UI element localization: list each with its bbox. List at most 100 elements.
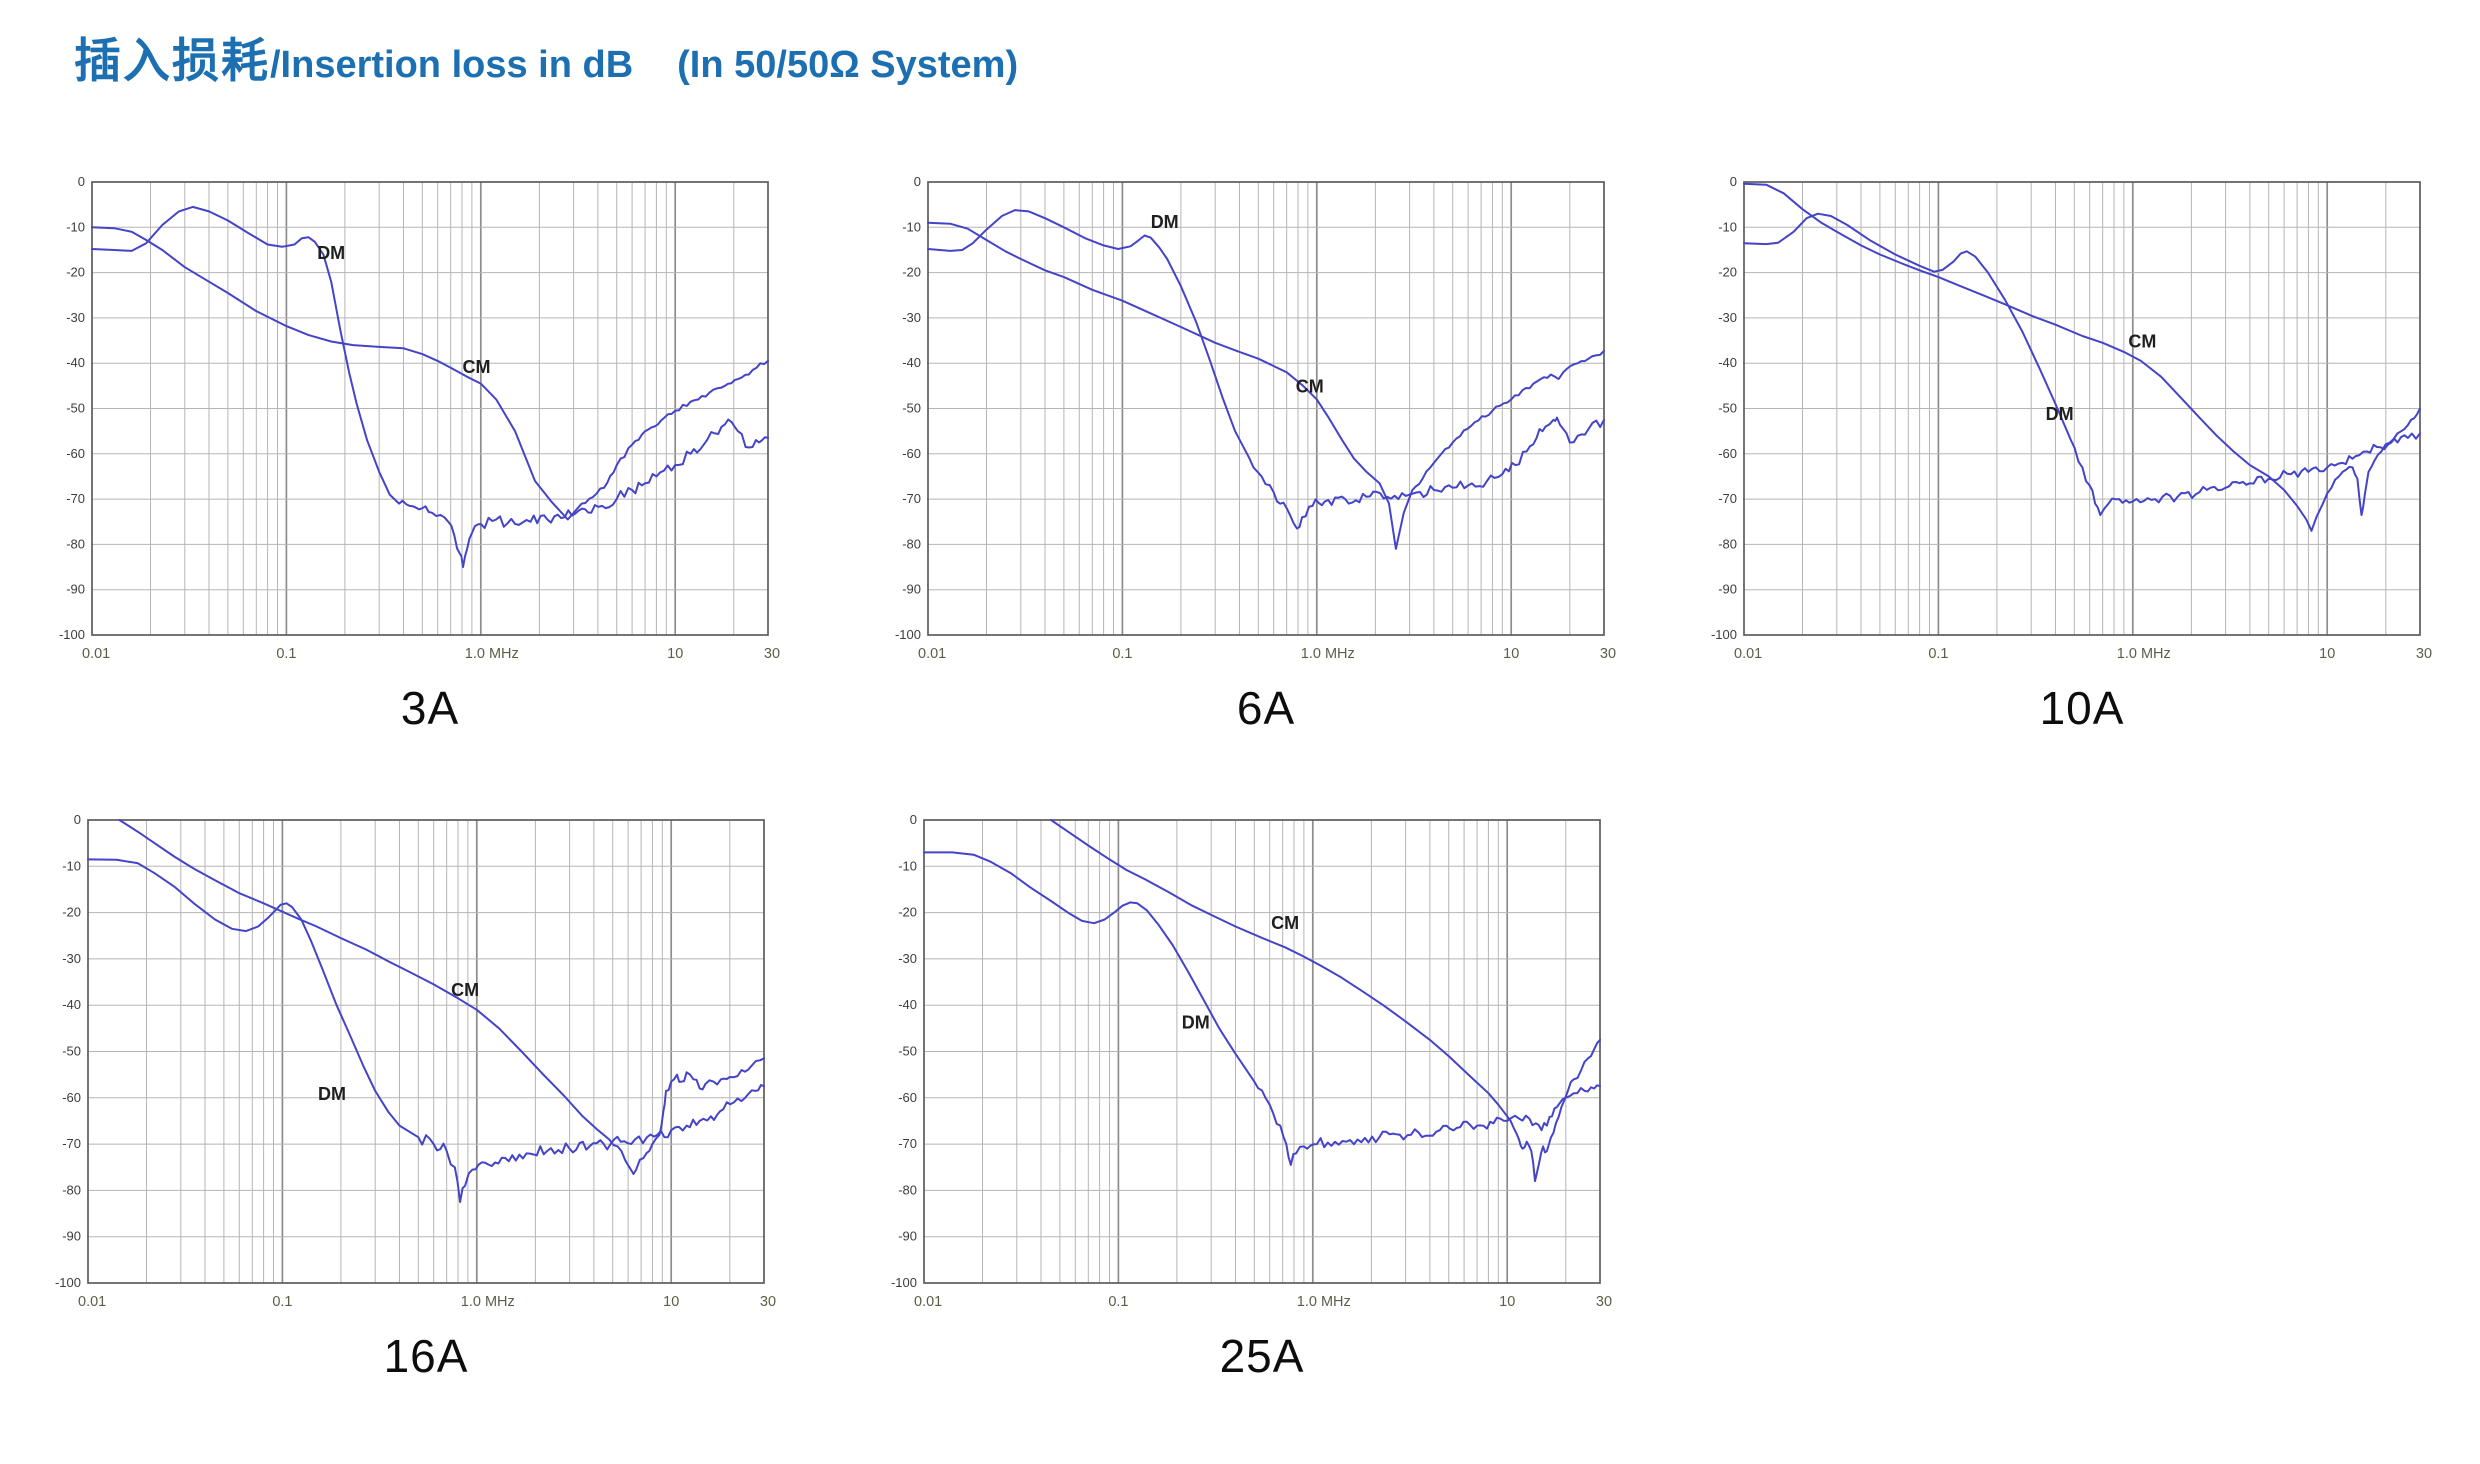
series-label-dm: DM	[318, 1084, 346, 1104]
series-label-dm: DM	[1151, 212, 1179, 232]
y-tick-label: -60	[62, 1090, 81, 1105]
y-tick-label: -10	[902, 219, 921, 234]
y-tick-label: -100	[55, 1275, 81, 1290]
y-tick-label: -10	[1718, 219, 1737, 234]
y-tick-label: -100	[891, 1275, 917, 1290]
series-label-cm: CM	[1296, 377, 1324, 397]
y-tick-label: -80	[66, 536, 85, 551]
y-tick-label: -90	[898, 1229, 917, 1244]
series-cm-curve	[927, 221, 1605, 550]
y-tick-label: 0	[78, 174, 85, 189]
y-tick-label: -90	[62, 1229, 81, 1244]
chart-25a: 0 -10 -20 -30 -40 -50 -60 -70 -80 -90 -100 0.01 0.1 1…	[862, 806, 1636, 1383]
y-tick-label: -20	[1718, 265, 1737, 280]
y-tick-label: -50	[62, 1044, 81, 1059]
x-tick-label: 30	[1596, 1294, 1612, 1310]
x-tick-label: 0.01	[1734, 646, 1762, 662]
x-tick-label: 0.1	[1112, 646, 1132, 662]
x-tick-label: 30	[2416, 646, 2432, 662]
plot-border	[91, 181, 769, 636]
x-tick-label: 1.0 MHz	[465, 646, 519, 662]
y-tick-label: -80	[1718, 536, 1737, 551]
y-tick-label: -10	[62, 858, 81, 873]
plot-border	[87, 819, 765, 1284]
y-tick-label: -40	[902, 355, 921, 370]
y-tick-label: -70	[1718, 491, 1737, 506]
chart-title-3a: 3A	[400, 682, 460, 734]
x-tick-label: 1.0 MHz	[1301, 646, 1355, 662]
x-tick-label: 10	[1499, 1294, 1515, 1310]
y-tick-label: -70	[62, 1136, 81, 1151]
chart-16a: 0 -10 -20 -30 -40 -50 -60 -70 -80 -90 -100 0.01 0.1 1…	[26, 806, 800, 1383]
y-tick-label: -100	[59, 627, 85, 642]
y-tick-label: -30	[898, 951, 917, 966]
y-tick-label: -10	[898, 858, 917, 873]
x-tick-label: 0.1	[1928, 646, 1948, 662]
y-tick-label: 0	[1730, 174, 1737, 189]
page-title-english: /Insertion loss in dB	[270, 44, 634, 86]
x-tick-label: 1.0 MHz	[1297, 1294, 1351, 1310]
y-tick-label: -20	[66, 265, 85, 280]
chart-canvas-3a: 0 -10 -20 -30 -40 -50 -60 -70 -80 -90 -100 0.01 0.1 1…	[59, 174, 780, 662]
x-tick-label: 0.1	[276, 646, 296, 662]
y-tick-label: 0	[74, 812, 81, 827]
x-tick-label: 30	[764, 646, 780, 662]
series-dm-curve	[927, 209, 1605, 530]
x-tick-label: 10	[2319, 646, 2335, 662]
y-tick-label: -50	[1718, 401, 1737, 416]
y-tick-label: -30	[66, 310, 85, 325]
x-tick-label: 1.0 MHz	[2117, 646, 2171, 662]
y-tick-label: -60	[898, 1090, 917, 1105]
chart-10a: 0 -10 -20 -30 -40 -50 -60 -70 -80 -90 -100 0.01 0.1 1…	[1682, 168, 2456, 735]
page-title-system-note: (In 50/50Ω System)	[677, 44, 1019, 86]
series-label-dm: DM	[1182, 1012, 1210, 1032]
chart-3a: 0 -10 -20 -30 -40 -50 -60 -70 -80 -90 -100 0.01 0.1 1…	[30, 168, 804, 735]
chart-canvas-10a: 0 -10 -20 -30 -40 -50 -60 -70 -80 -90 -100 0.01 0.1 1…	[1711, 174, 2432, 662]
x-tick-label: 10	[667, 646, 683, 662]
plot-border	[923, 819, 1601, 1284]
y-tick-label: -90	[1718, 582, 1737, 597]
y-tick-label: -90	[902, 582, 921, 597]
page-title-chinese: 插入损耗	[74, 34, 270, 87]
series-cm-curve	[118, 819, 765, 1175]
y-tick-label: -100	[1711, 627, 1737, 642]
series-label-dm: DM	[2046, 404, 2074, 424]
y-tick-label: -40	[898, 997, 917, 1012]
y-tick-label: -70	[902, 491, 921, 506]
chart-title-25a: 25A	[1219, 1330, 1305, 1382]
series-dm-curve	[87, 858, 765, 1203]
x-tick-label: 10	[1503, 646, 1519, 662]
series-dm-curve	[91, 205, 769, 569]
chart-title-6a: 6A	[1236, 682, 1296, 734]
x-tick-label: 0.1	[272, 1294, 292, 1310]
y-tick-label: -80	[902, 536, 921, 551]
x-tick-label: 30	[1600, 646, 1616, 662]
y-tick-label: -30	[902, 310, 921, 325]
y-tick-label: -80	[62, 1182, 81, 1197]
grid	[928, 182, 1604, 635]
y-tick-label: -50	[902, 401, 921, 416]
x-tick-label: 0.01	[914, 1294, 942, 1310]
y-tick-label: -20	[62, 905, 81, 920]
series-label-dm: DM	[317, 243, 345, 263]
series-label-cm: CM	[463, 357, 491, 377]
y-tick-label: -10	[66, 219, 85, 234]
chart-6a: 0 -10 -20 -30 -40 -50 -60 -70 -80 -90 -100 0.01 0.1 1…	[866, 168, 1640, 735]
series-label-cm: CM	[1271, 913, 1299, 933]
y-tick-label: -40	[62, 997, 81, 1012]
chart-canvas-25a: 0 -10 -20 -30 -40 -50 -60 -70 -80 -90 -100 0.01 0.1 1…	[891, 812, 1612, 1310]
y-tick-label: -40	[66, 355, 85, 370]
x-tick-label: 1.0 MHz	[461, 1294, 515, 1310]
y-tick-label: -50	[898, 1044, 917, 1059]
x-tick-label: 0.01	[918, 646, 946, 662]
y-tick-label: -70	[898, 1136, 917, 1151]
grid	[924, 820, 1600, 1283]
grid	[92, 182, 768, 635]
chart-canvas-6a: 0 -10 -20 -30 -40 -50 -60 -70 -80 -90 -100 0.01 0.1 1…	[895, 174, 1616, 662]
series-label-cm: CM	[2128, 331, 2156, 351]
x-tick-label: 0.1	[1108, 1294, 1128, 1310]
y-tick-label: 0	[910, 812, 917, 827]
x-tick-label: 10	[663, 1294, 679, 1310]
y-tick-label: -60	[66, 446, 85, 461]
